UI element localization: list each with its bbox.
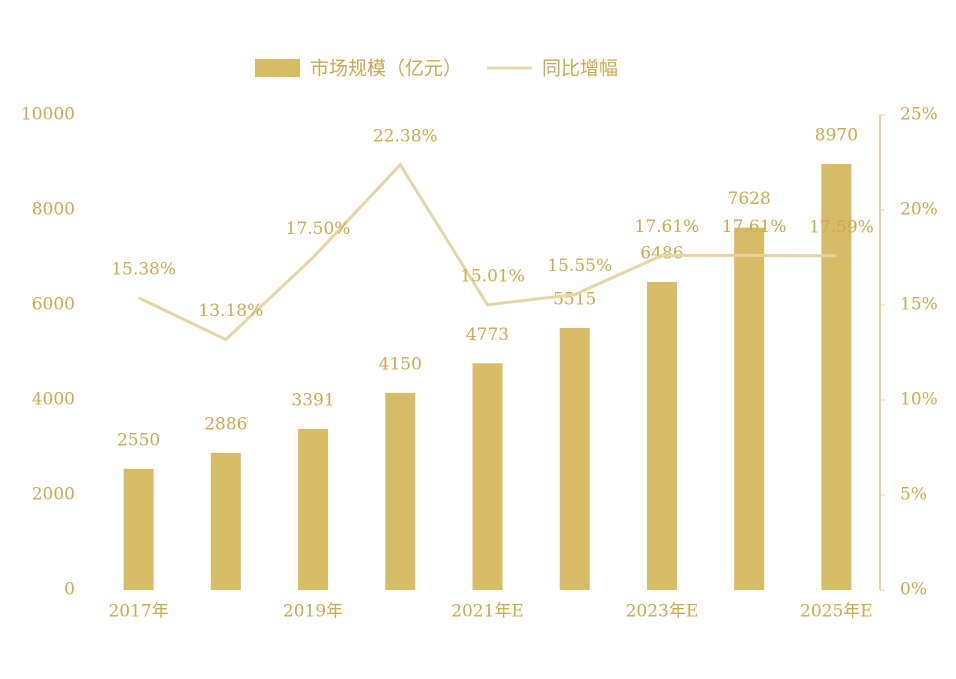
y2-tick-label: 5% — [900, 485, 927, 505]
line-value-label: 17.61% — [722, 217, 787, 237]
line — [137, 162, 837, 342]
line-value-label: 22.38% — [373, 126, 438, 146]
legend-label: 同比增幅 — [542, 58, 618, 80]
legend-label: 市场规模（亿元） — [310, 58, 462, 80]
bar — [472, 363, 503, 590]
y-tick-label: 4000 — [32, 390, 75, 410]
y2-tick-label: 25% — [900, 105, 938, 125]
y2-tick-label: 10% — [900, 390, 938, 410]
y-tick-label: 2000 — [32, 485, 75, 505]
y-tick-label: 6000 — [32, 295, 75, 315]
bar-value-label: 4773 — [466, 325, 509, 345]
bar — [385, 392, 416, 590]
y2-tick-label: 15% — [900, 295, 938, 315]
bar — [123, 468, 154, 590]
bar — [210, 452, 241, 590]
y2-tick-label: 0% — [900, 580, 927, 600]
line-value-label: 17.50% — [286, 219, 351, 239]
bar — [559, 328, 590, 590]
bar-value-label: 3391 — [291, 390, 334, 410]
bar-value-label: 8970 — [815, 125, 858, 145]
y2-tick-label: 20% — [900, 200, 938, 220]
x-tick-label: 2019年 — [283, 602, 343, 622]
x-tick-label: 2025年E — [800, 602, 873, 622]
x-tick-label: 2021年E — [451, 602, 524, 622]
y-tick-label: 10000 — [21, 105, 75, 125]
bar-value-label: 5515 — [553, 290, 596, 310]
bar-value-label: 4150 — [379, 354, 422, 374]
bar-value-label: 7628 — [728, 189, 771, 209]
legend-swatch — [255, 59, 300, 77]
y-tick-label: 0 — [64, 580, 75, 600]
x-tick-label: 2017年 — [108, 602, 168, 622]
x-tick-label: 2023年E — [626, 602, 699, 622]
bar — [821, 163, 852, 591]
line-value-label: 15.55% — [547, 256, 612, 276]
bar-value-label: 6486 — [640, 243, 683, 263]
line-value-label: 15.01% — [460, 266, 525, 286]
line-value-label: 17.61% — [635, 217, 700, 237]
y-tick-label: 8000 — [32, 200, 75, 220]
line-value-label: 15.38% — [111, 259, 176, 279]
bar — [646, 281, 677, 590]
line-value-label: 13.18% — [198, 301, 263, 321]
bar-value-label: 2550 — [117, 430, 160, 450]
line-value-label: 17.59% — [809, 217, 874, 237]
bar-value-label: 2886 — [204, 414, 247, 434]
bar — [734, 227, 765, 591]
bar — [298, 428, 329, 590]
